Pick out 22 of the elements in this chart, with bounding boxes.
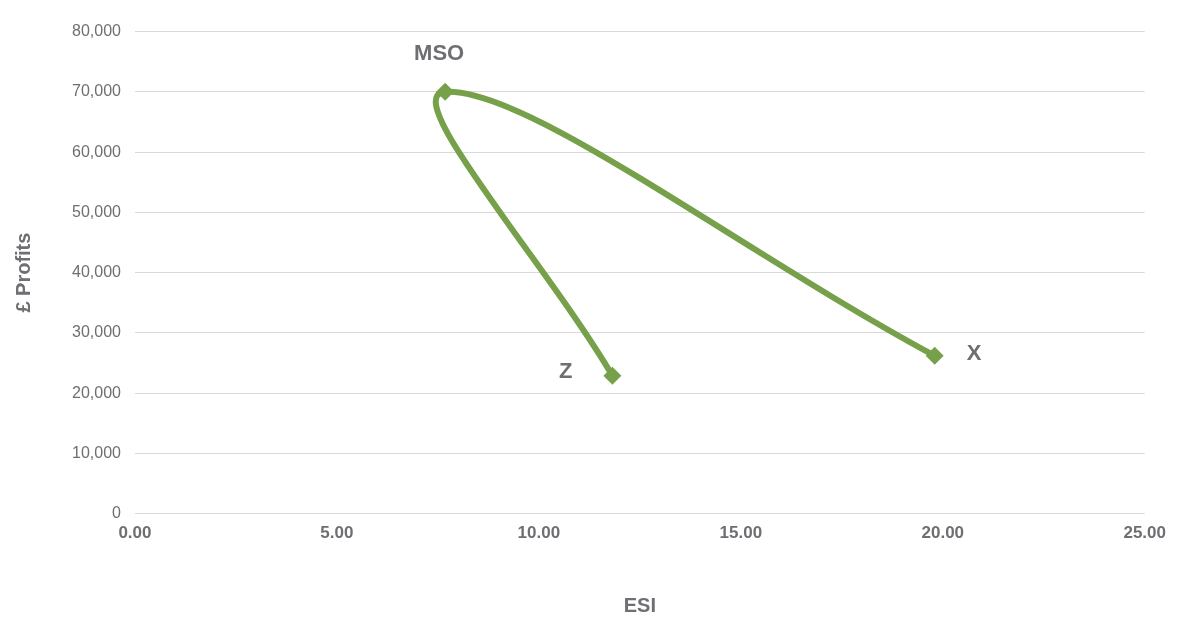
point — [603, 366, 622, 385]
annotation: Z — [558, 357, 573, 383]
annotation: X — [966, 339, 982, 365]
y-tick-label: 30,000 — [72, 323, 122, 341]
y-tick-label: 0 — [112, 504, 122, 522]
x-axis-title: ESI — [623, 593, 656, 616]
y-axis-title: £ Profits — [11, 232, 34, 313]
x-tick-label: 25.00 — [1123, 523, 1166, 543]
annotation: MSO — [414, 39, 465, 65]
y-tick-label: 70,000 — [72, 82, 122, 100]
y-tick-label: 10,000 — [72, 443, 122, 461]
y-tick-label: 50,000 — [72, 202, 122, 220]
y-tick-label: 60,000 — [72, 142, 122, 160]
x-tick-label: 15.00 — [719, 523, 763, 543]
x-tick-label: 10.00 — [517, 523, 561, 543]
y-tick-label: 80,000 — [72, 22, 122, 40]
x-tick-label: 5.00 — [320, 523, 354, 543]
y-tick-label: 20,000 — [72, 383, 122, 401]
point — [925, 346, 944, 365]
x-tick-label: 0.00 — [118, 523, 152, 543]
x-tick-label: 20.00 — [921, 523, 965, 543]
y-tick-label: 40,000 — [72, 263, 122, 281]
